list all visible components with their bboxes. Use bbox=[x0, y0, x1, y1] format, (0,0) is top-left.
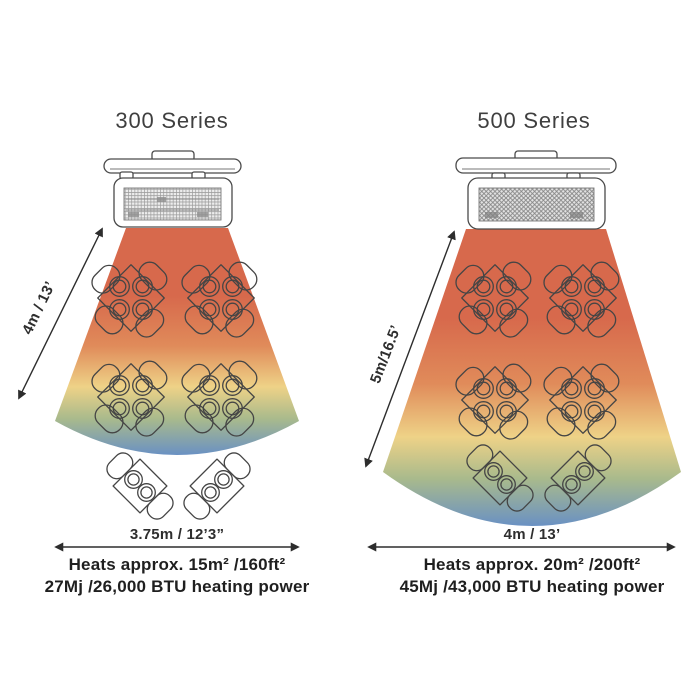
width-dimension-label: 4m / 13’ bbox=[504, 526, 561, 543]
heater-top-plate bbox=[103, 158, 242, 174]
series-title: 500 Series bbox=[477, 108, 590, 133]
table-2-seat-icon bbox=[176, 445, 258, 527]
patio-heater-icon bbox=[455, 150, 617, 230]
heater-top-plate bbox=[455, 157, 617, 174]
panel-500-series: 500 Series 5m/16.5’ 4m bbox=[364, 108, 681, 596]
width-dimension-arrow: 4m / 13’ bbox=[367, 526, 676, 552]
power-text: 45Mj /43,000 BTU heating power bbox=[400, 577, 665, 596]
heat-spread-gradient-cone bbox=[55, 228, 299, 455]
heat-spread-gradient-cone bbox=[383, 229, 681, 526]
power-text: 27Mj /26,000 BTU heating power bbox=[45, 577, 310, 596]
table-2-seat-icon bbox=[99, 445, 181, 527]
width-dimension-arrow: 3.75m / 12’3” bbox=[54, 526, 300, 552]
coverage-text: Heats approx. 15m² /160ft² bbox=[69, 555, 286, 574]
patio-heater-icon bbox=[103, 150, 242, 228]
coverage-text: Heats approx. 20m² /200ft² bbox=[424, 555, 641, 574]
series-title: 300 Series bbox=[115, 108, 228, 133]
panel-300-series: 300 Series 4m / 13’ bbox=[18, 108, 310, 596]
width-dimension-label: 3.75m / 12’3” bbox=[130, 526, 224, 543]
